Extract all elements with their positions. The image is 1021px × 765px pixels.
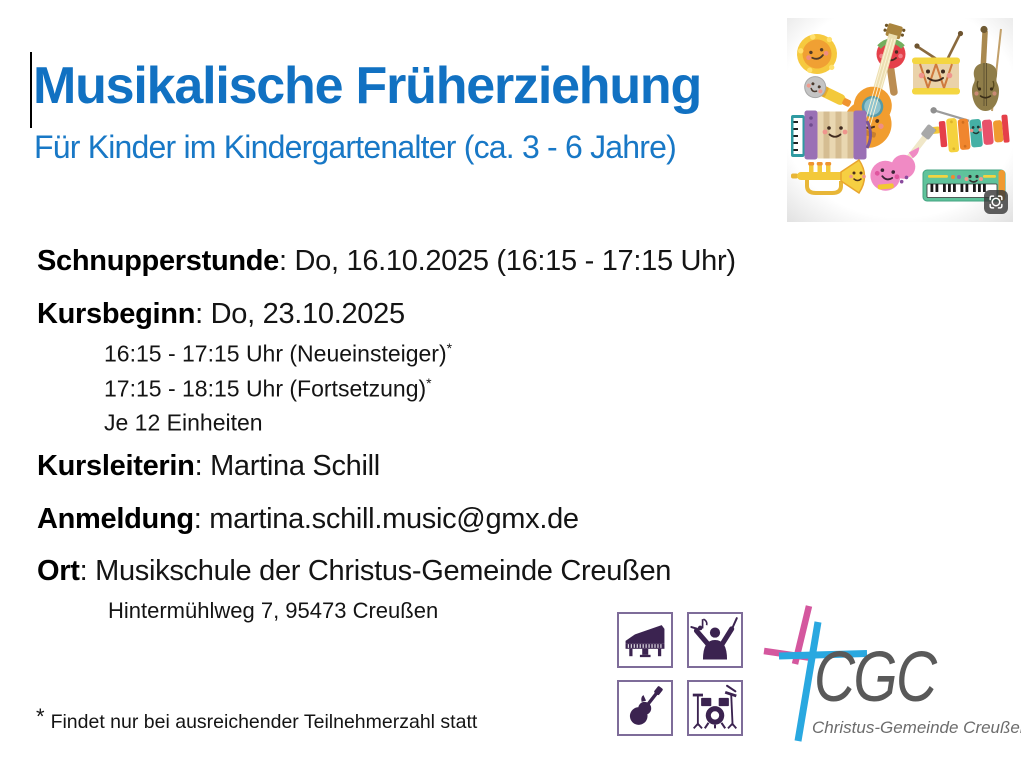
- page-title: Musikalische Früherziehung: [33, 57, 702, 115]
- info-kursbeginn-time-1: 16:15 - 17:15 Uhr (Neueinsteiger)*: [104, 340, 453, 367]
- info-kursbeginn: Kursbeginn: Do, 23.10.2025: [37, 298, 405, 331]
- logo-name: Christus-Gemeinde Creußen: [812, 718, 1021, 737]
- info-ort-address: Hintermühlweg 7, 95473 Creußen: [108, 598, 439, 623]
- image-search-lens-icon[interactable]: [984, 190, 1008, 214]
- cgc-logo: CGC Christus-Gemeinde Creußen: [762, 598, 1021, 758]
- info-anmeldung: Anmeldung: martina.schill.music@gmx.de: [37, 503, 579, 536]
- footnote-star-marker: *: [446, 340, 453, 356]
- info-ort: Ort: Musikschule der Christus-Gemeinde C…: [37, 555, 671, 588]
- info-label: Anmeldung: [37, 503, 194, 535]
- info-label: Ort: [37, 555, 80, 587]
- footnote: * Findet nur bei ausreichender Teilnehmer…: [36, 704, 477, 734]
- conductor-icon: [687, 612, 743, 668]
- instruments-image: [787, 18, 1013, 222]
- cross-icon: [763, 605, 868, 742]
- info-value: : Do, 23.10.2025: [195, 298, 405, 330]
- text-cursor: [30, 52, 32, 128]
- footnote-star-marker: *: [426, 375, 432, 391]
- electric-guitar-icon: [870, 124, 936, 191]
- music-icons-grid: [617, 612, 744, 738]
- microphone-icon: [804, 76, 852, 107]
- info-value: : Do, 16.10.2025 (16:15 - 17:15 Uhr): [279, 245, 736, 277]
- info-label: Schnupperstunde: [37, 245, 280, 277]
- footnote-text: Findet nur bei ausreichender Teilnehmerz…: [50, 711, 478, 733]
- info-kursbeginn-time-2: 17:15 - 18:15 Uhr (Fortsetzung)*: [104, 375, 432, 402]
- accordion-icon: [791, 110, 872, 160]
- tambourine-icon: [797, 34, 837, 74]
- info-value: : Musikschule der Christus-Gemeinde Creu…: [79, 555, 672, 587]
- page-subtitle: Für Kinder im Kindergartenalter (ca. 3 -…: [34, 129, 677, 165]
- drum-icon: [912, 30, 964, 95]
- violin-icon: [972, 25, 1002, 112]
- grand-piano-icon: [617, 612, 673, 668]
- info-kursbeginn-units: Je 12 Einheiten: [104, 409, 263, 436]
- footnote-star: *: [36, 704, 45, 729]
- info-label: Kursleiterin: [37, 450, 195, 482]
- trumpet-icon: [791, 158, 866, 195]
- electric-guitar-tile-icon: [617, 680, 673, 736]
- email-address: : martina.schill.music@gmx.de: [193, 503, 579, 535]
- info-label: Kursbeginn: [37, 298, 196, 330]
- logo-acronym: CGC: [814, 638, 937, 717]
- info-value: : Martina Schill: [194, 450, 381, 482]
- info-schnupperstunde: Schnupperstunde: Do, 16.10.2025 (16:15 -…: [37, 245, 736, 278]
- instruments-illustration: [787, 18, 1013, 222]
- info-kursleiterin: Kursleiterin: Martina Schill: [37, 450, 380, 483]
- drum-kit-icon: [687, 680, 743, 736]
